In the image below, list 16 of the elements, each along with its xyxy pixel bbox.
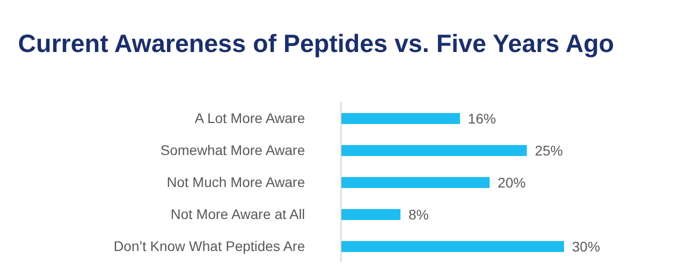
y-tick-label: Not Much More Aware [166, 174, 306, 190]
bar [341, 177, 490, 188]
y-tick-label: Somewhat More Aware [160, 142, 306, 158]
data-label: 16% [468, 110, 496, 126]
bar [341, 145, 527, 156]
data-label: 8% [408, 206, 429, 222]
y-tick-label: Not More Aware at All [170, 206, 305, 222]
bar [341, 241, 564, 252]
y-tick-label: Don’t Know What Peptides Are [114, 238, 306, 254]
data-label: 25% [534, 142, 563, 158]
chart-title: Current Awareness of Peptides vs. Five Years Ago [17, 29, 616, 60]
bar [341, 113, 460, 124]
y-tick-label: A Lot More Aware [194, 110, 306, 126]
data-label: 30% [572, 238, 600, 254]
bar [341, 209, 400, 220]
data-label: 20% [498, 174, 526, 190]
